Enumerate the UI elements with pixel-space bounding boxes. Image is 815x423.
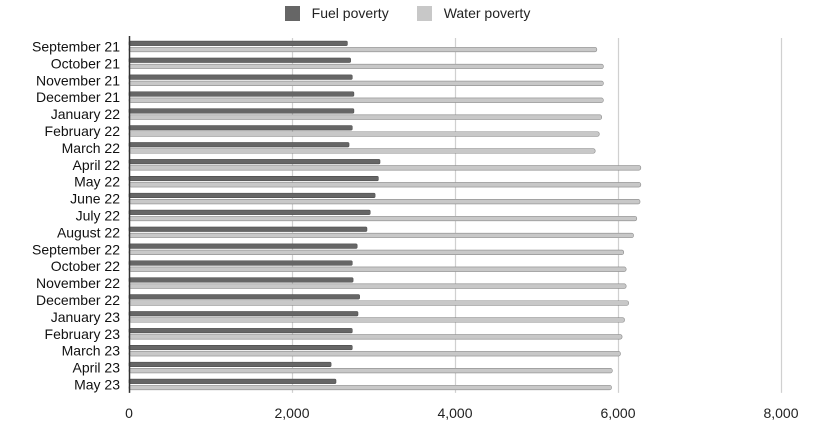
bar-fuel-poverty bbox=[128, 361, 332, 367]
bar-water-poverty bbox=[128, 63, 604, 70]
y-tick-label: January 23 bbox=[51, 309, 120, 325]
bar-fuel-poverty bbox=[128, 311, 359, 317]
bar-fuel-poverty bbox=[128, 57, 351, 63]
bar-fuel-poverty bbox=[128, 40, 348, 46]
bar-fuel-poverty bbox=[128, 378, 337, 384]
y-tick-label: October 21 bbox=[51, 55, 120, 71]
bar-fuel-poverty bbox=[128, 142, 350, 148]
bar-fuel-poverty bbox=[128, 226, 368, 232]
bar-water-poverty bbox=[128, 46, 598, 53]
bar-water-poverty bbox=[128, 232, 634, 239]
y-tick-label: February 23 bbox=[45, 326, 121, 342]
x-tick-label: 4,000 bbox=[437, 405, 472, 421]
y-tick-label: October 22 bbox=[51, 258, 120, 274]
bar-fuel-poverty bbox=[128, 277, 354, 283]
y-tick-label: December 21 bbox=[36, 89, 120, 105]
y-tick-label: July 22 bbox=[76, 207, 121, 223]
y-tick-label: November 21 bbox=[36, 72, 120, 88]
bar-water-poverty bbox=[128, 266, 627, 272]
y-tick-label: March 22 bbox=[62, 140, 121, 156]
bar-water-poverty bbox=[128, 283, 627, 289]
bar-fuel-poverty bbox=[128, 345, 353, 351]
bar-fuel-poverty bbox=[128, 108, 355, 114]
bar-water-poverty bbox=[128, 114, 603, 120]
x-tick-label: 8,000 bbox=[763, 405, 798, 421]
bar-water-poverty bbox=[128, 317, 625, 323]
y-tick-label: November 22 bbox=[36, 275, 120, 291]
bar-water-poverty bbox=[128, 131, 600, 137]
bar-fuel-poverty bbox=[128, 176, 379, 182]
bar-water-poverty bbox=[128, 148, 596, 154]
legend-swatch-water-poverty bbox=[416, 5, 432, 21]
legend-label-water-poverty: Water poverty bbox=[443, 5, 531, 21]
y-tick-label: June 22 bbox=[70, 191, 120, 207]
bar-fuel-poverty bbox=[128, 91, 355, 97]
y-tick-label: April 22 bbox=[73, 157, 121, 173]
y-tick-label: April 23 bbox=[73, 360, 121, 376]
legend-swatch-fuel-poverty bbox=[284, 5, 300, 21]
legend-item-water-poverty: Water poverty bbox=[416, 5, 531, 21]
bar-water-poverty bbox=[128, 97, 604, 103]
bar-water-poverty bbox=[128, 182, 642, 188]
bar-fuel-poverty bbox=[128, 74, 353, 80]
x-tick-label: 0 bbox=[125, 405, 133, 421]
y-tick-label: January 22 bbox=[51, 106, 120, 122]
bar-water-poverty bbox=[128, 199, 641, 205]
y-tick-label: September 22 bbox=[32, 241, 120, 257]
bar-water-poverty bbox=[128, 215, 638, 222]
bar-water-poverty bbox=[128, 80, 604, 86]
legend-item-fuel-poverty: Fuel poverty bbox=[284, 5, 389, 21]
bar-fuel-poverty bbox=[128, 192, 376, 198]
bar-fuel-poverty bbox=[128, 209, 371, 215]
y-tick-label: March 23 bbox=[62, 343, 121, 359]
y-tick-label: December 22 bbox=[36, 292, 120, 308]
bar-water-poverty bbox=[128, 384, 612, 391]
bar-fuel-poverty bbox=[128, 125, 353, 131]
bar-fuel-poverty bbox=[128, 260, 353, 266]
bar-fuel-poverty bbox=[128, 328, 353, 334]
y-tick-label: August 22 bbox=[57, 224, 120, 240]
bar-water-poverty bbox=[128, 351, 621, 357]
bar-fuel-poverty bbox=[128, 294, 360, 300]
legend: Fuel poverty Water poverty bbox=[0, 3, 815, 23]
bar-water-poverty bbox=[128, 368, 613, 374]
x-tick-label: 2,000 bbox=[274, 405, 309, 421]
x-tick-label: 6,000 bbox=[600, 405, 635, 421]
bar-fuel-poverty bbox=[128, 159, 381, 165]
bar-water-poverty bbox=[128, 165, 642, 171]
bar-water-poverty bbox=[128, 334, 623, 340]
y-tick-label: May 22 bbox=[74, 174, 120, 190]
y-tick-label: September 21 bbox=[32, 38, 120, 54]
legend-label-fuel-poverty: Fuel poverty bbox=[311, 5, 389, 21]
bar-water-poverty bbox=[128, 300, 629, 306]
y-tick-label: February 22 bbox=[45, 123, 121, 139]
bar-water-poverty bbox=[128, 249, 625, 255]
bar-fuel-poverty bbox=[128, 243, 358, 249]
y-tick-label: May 23 bbox=[74, 376, 120, 392]
